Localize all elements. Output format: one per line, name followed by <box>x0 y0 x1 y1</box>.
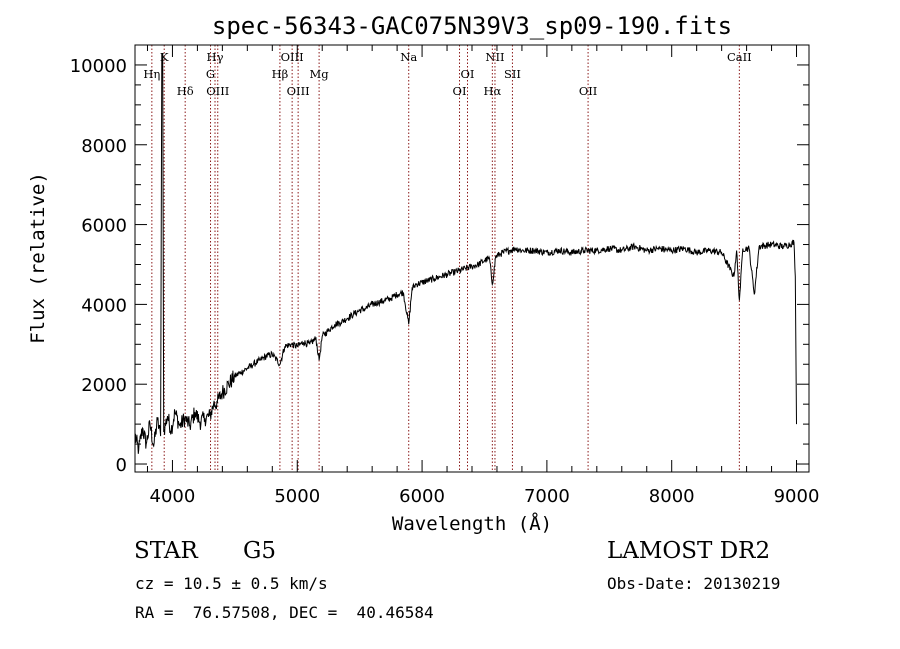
y-tick-label: 8000 <box>81 136 127 157</box>
x-tick-label: 7000 <box>524 486 570 507</box>
y-tick-label: 4000 <box>81 295 127 316</box>
y-tick-label: 0 <box>116 455 127 476</box>
spectral-line-label: CaII <box>727 50 752 64</box>
spectral-line-label: K <box>160 50 169 64</box>
spectral-line-label: G <box>206 67 215 81</box>
spectral-line-label: OI <box>453 84 467 98</box>
x-tick-label: 8000 <box>649 486 695 507</box>
spectral-line-label: Mg <box>310 67 330 81</box>
y-tick-label: 6000 <box>81 216 127 237</box>
spectral-line-label: Hη <box>143 67 160 81</box>
coords-text: RA = 76.57508, DEC = 40.46584 <box>135 603 434 622</box>
obs-date-text: Obs-Date: 20130219 <box>607 574 781 593</box>
survey-name: LAMOST DR2 <box>607 538 771 564</box>
spectral-line-label: Na <box>400 50 417 64</box>
spectral-line-label: OI <box>461 67 475 81</box>
spectral-line-label: OIII <box>281 50 304 64</box>
spectral-line-label: Hγ <box>207 50 224 64</box>
y-axis-label: Flux (relative) <box>27 172 49 344</box>
chart-title: spec-56343-GAC075N39V3_sp09-190.fits <box>212 12 732 40</box>
spectral-line-label: Hβ <box>272 67 289 81</box>
spectral-line-label: Hδ <box>177 84 194 98</box>
spectral-line-label: NII <box>485 50 504 64</box>
object-class: STAR <box>134 538 198 564</box>
y-tick-label: 10000 <box>70 56 127 77</box>
x-tick-label: 9000 <box>774 486 820 507</box>
x-tick-label: 6000 <box>399 486 445 507</box>
redshift-text: cz = 10.5 ± 0.5 km/s <box>135 574 328 593</box>
plot-frame <box>134 44 810 473</box>
spectral-line-label: OIII <box>287 84 310 98</box>
x-tick-label: 5000 <box>274 486 320 507</box>
x-axis-label: Wavelength (Å) <box>392 512 552 535</box>
spectral-line-label: OIII <box>206 84 229 98</box>
spectral-line-label: SII <box>504 67 521 81</box>
spectral-line-label: Hα <box>483 84 501 98</box>
x-tick-label: 4000 <box>150 486 196 507</box>
y-tick-label: 2000 <box>81 375 127 396</box>
spectrum-series <box>134 52 797 454</box>
spectral-line-label: OII <box>579 84 598 98</box>
object-subclass: G5 <box>243 538 277 564</box>
